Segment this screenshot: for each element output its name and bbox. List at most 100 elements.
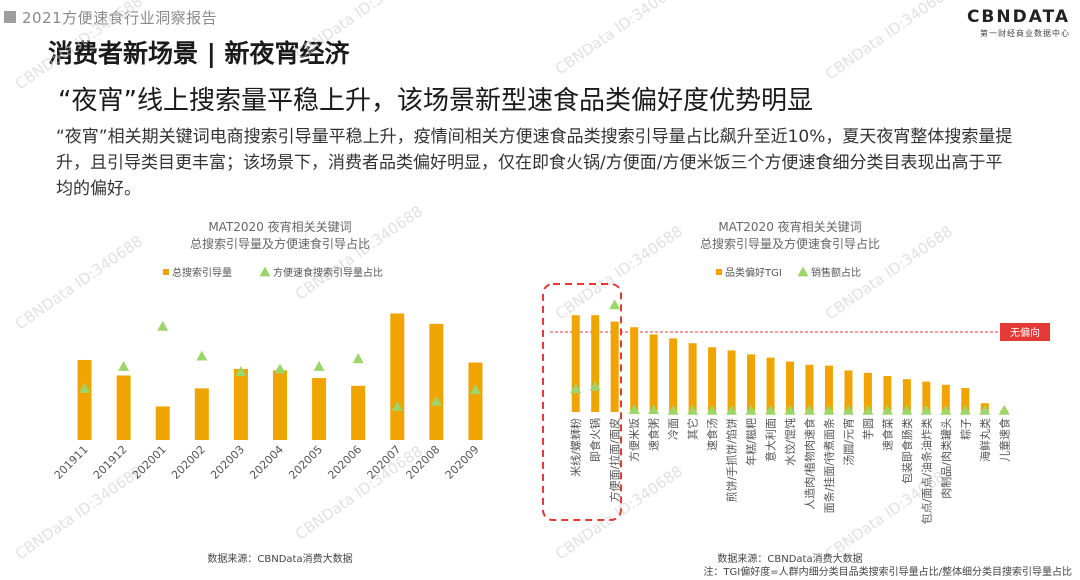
chart2-triangle-point [998, 404, 1010, 415]
chart2-bar [649, 334, 658, 412]
chart2-triangle-point [823, 404, 835, 415]
chart1-x-tick: 202002 [169, 443, 208, 482]
chart2-x-tick: 即食火锅 [588, 418, 602, 462]
chart2-bar [669, 338, 678, 412]
chart2-reference-label-box [1000, 323, 1050, 341]
watermark-text: CBNData ID:340688 [822, 0, 956, 83]
watermark-text: CBNData ID:340688 [822, 462, 956, 563]
watermark-text: CBNData ID:340688 [12, 232, 146, 333]
chart1-bar [116, 375, 131, 440]
chart2-x-tick: 儿童速食 [997, 418, 1011, 462]
chart1-bar [390, 313, 405, 440]
chart2-note: 注：TGI偏好度=人群内细分类目品类搜索引导量占比/整体细分类目搜索引导量占比 [703, 565, 1072, 578]
section-marker [4, 11, 16, 23]
chart2-triangle-point [862, 404, 874, 415]
chart2-bar [766, 357, 775, 412]
chart1-source: 数据来源：CBNData消费大数据 [207, 552, 352, 565]
chart1-x-tick: 202003 [208, 443, 247, 482]
chart2-triangle-point [881, 404, 893, 415]
report-title: 2021方便速食行业洞察报告 [22, 9, 218, 27]
chart2-triangle-point [687, 404, 699, 415]
chart2-highlight-box [542, 283, 622, 521]
chart2-x-tick: 芋圆 [862, 418, 875, 440]
chart2-bar [630, 327, 639, 412]
chart1-x-tick: 202009 [443, 443, 482, 482]
section-title: 消费者新场景 | 新夜宵经济 [48, 39, 350, 68]
chart2-x-tick: 水饺/馄饨 [783, 418, 797, 466]
chart1-legend-bar-swatch [163, 269, 169, 275]
chart2-bar [961, 388, 970, 412]
chart2-legend-triangle-swatch [797, 266, 809, 277]
chart2-triangle-point [959, 404, 971, 415]
body-text: “夜宵”相关期关键词电商搜索引导量平稳上升，疫情间相关方便速食品类搜索引导量占比… [56, 127, 1013, 199]
chart2-source: 数据来源：CBNData消费大数据 [717, 552, 862, 565]
chart2-bar [805, 364, 814, 412]
chart2-bar [688, 343, 697, 412]
chart1-bar [273, 370, 287, 440]
chart1-x-tick: 201911 [52, 443, 91, 482]
chart1-bar [312, 378, 327, 440]
chart2-x-tick: 方便面/拉面/面皮 [608, 418, 622, 502]
chart1-x-tick: 202004 [247, 443, 286, 482]
chart2-bar [747, 354, 756, 412]
chart2-x-tick: 煎饼/手抓饼/馅饼 [725, 418, 739, 502]
chart2-bar [844, 370, 853, 412]
watermark-text: CBNData ID:340688 [12, 462, 146, 563]
chart2-triangle-point [589, 380, 601, 391]
chart2-bar [922, 381, 931, 412]
chart2-bar [902, 379, 911, 412]
chart2-legend-bar-swatch [716, 269, 722, 275]
chart2-x-tick: 速食菜 [880, 418, 894, 451]
chart1-legend-triangle-swatch [259, 266, 271, 277]
chart2-x-tick: 冷面 [667, 418, 680, 440]
chart2-triangle-point [628, 404, 640, 414]
chart1-legend-bar-label: 总搜索引导量 [172, 266, 232, 279]
chart1-bar [429, 323, 444, 440]
logo-wordmark: CBNDATA [966, 7, 1070, 27]
chart1-bar [194, 388, 209, 440]
chart2-x-tick: 速食粥 [647, 418, 661, 451]
chart2-x-tick: 米线/螺蛳粉 [569, 418, 583, 477]
cbndata-logo: CBNDATA 第一财经商业数据中心 [967, 7, 1070, 39]
chart2-triangle-point [745, 404, 757, 415]
chart2-triangle-point [920, 404, 932, 415]
chart1-x-tick: 202005 [286, 443, 325, 482]
chart2-bar [824, 365, 833, 412]
chart1-triangle-point [196, 350, 208, 361]
chart1-bar [77, 359, 92, 440]
chart2-triangle-point [609, 299, 621, 310]
chart2-triangle-point [940, 404, 952, 415]
chart2-triangle-point [765, 404, 777, 415]
chart1-triangle-point [235, 366, 247, 376]
chart1-bar [155, 406, 170, 440]
chart1-triangle-point [274, 363, 286, 374]
chart1-legend-triangle-label: 方便速食搜索引导量占比 [273, 266, 383, 279]
chart2-bar [727, 350, 736, 412]
chart1-triangle-point [118, 360, 130, 371]
chart2-bar [571, 315, 580, 412]
chart2-triangle-point [667, 404, 679, 415]
chart1-triangle-point [352, 353, 364, 364]
chart1-triangle-point [157, 320, 169, 331]
chart1-triangle-point [430, 395, 442, 406]
chart2-triangle-point [842, 404, 854, 415]
headline: “夜宵”线上搜索量平稳上升，该场景新型速食品类偏好度优势明显 [58, 86, 813, 116]
chart2-triangle-point [570, 383, 582, 394]
chart2-legend-triangle-label: 销售额占比 [811, 266, 861, 279]
chart2-x-tick: 粽子 [958, 418, 972, 440]
chart2-triangle-point [706, 404, 718, 415]
chart2-x-tick: 海鲜丸类 [978, 418, 992, 462]
chart2-bar [591, 315, 600, 412]
chart2-x-tick: 面条/挂面/待煮面条 [822, 418, 836, 513]
watermark-text: CBNData ID:340688 [552, 0, 686, 78]
chart2-x-tick: 包装即食肠类 [900, 418, 914, 484]
chart1-triangle-point [79, 382, 91, 393]
chart2-title-line1: MAT2020 夜宵相关关键词 [718, 219, 861, 234]
chart1-bar [233, 369, 248, 440]
chart2-triangle-point [803, 404, 815, 415]
chart2-triangle-point [726, 404, 738, 415]
chart2-x-tick: 年糕/糍粑 [744, 418, 758, 466]
chart1-triangle-point [469, 384, 481, 395]
chart2-x-tick: 其它 [686, 418, 700, 440]
